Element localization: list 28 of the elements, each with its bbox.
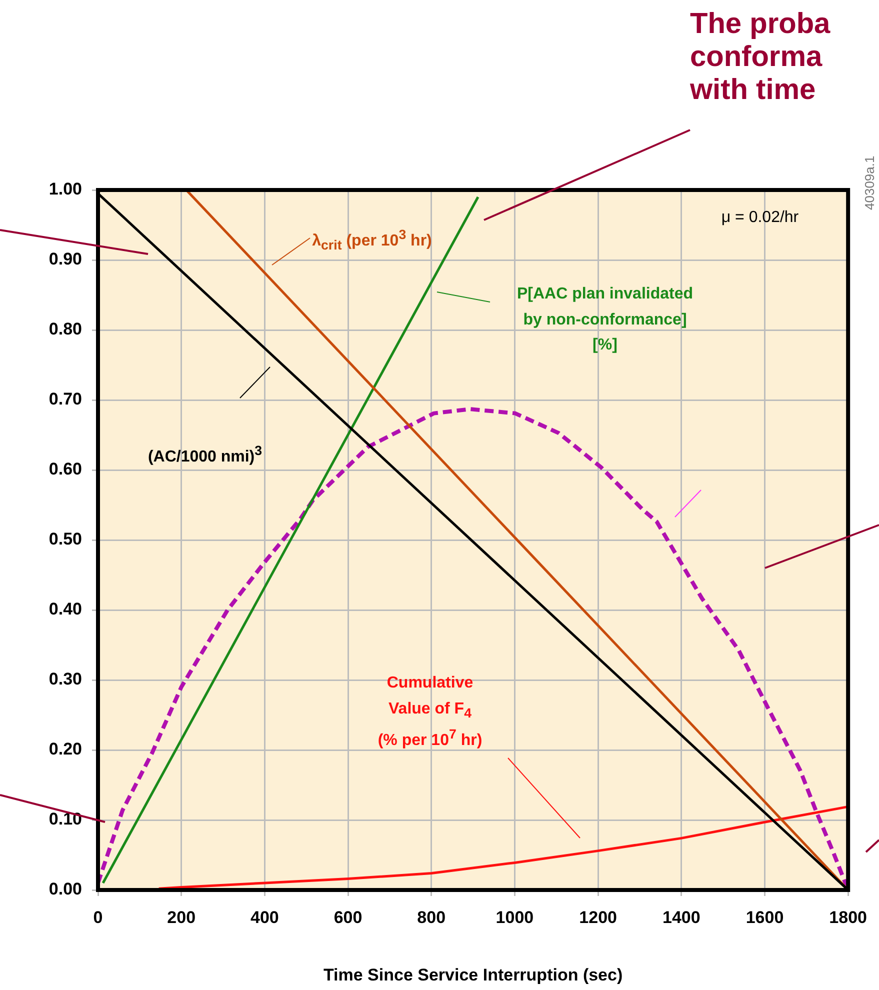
x-tick-label: 1800	[829, 908, 868, 927]
y-tick-label: 0.00	[48, 880, 82, 899]
annotation: P[AAC plan invalidated by non-conformance] [%]	[516, 284, 694, 356]
y-tick-label: 0.30	[48, 670, 82, 689]
y-tick-label: 0.70	[48, 390, 82, 409]
y-tick-label: 0.50	[48, 530, 82, 549]
x-tick-label: 400	[250, 908, 279, 927]
annotation: λ$_{crit}$ (per 10$^{3}$ hr)	[312, 226, 432, 255]
x-axis-title: Time Since Service Interruption (sec)	[323, 965, 623, 984]
x-tick-label: 1200	[579, 908, 617, 927]
y-tick-label: 0.60	[48, 460, 82, 479]
y-tick-label: 0.90	[48, 250, 82, 269]
y-tick-label: 1.00	[48, 180, 82, 199]
x-tick-label: 800	[417, 908, 446, 927]
chart-title: The proba conforma with time	[690, 8, 830, 106]
x-tick-label: 0	[93, 908, 103, 927]
x-tick-label: 1000	[496, 908, 534, 927]
annotation: μ = 0.02/hr	[721, 208, 799, 228]
x-tick-label: 200	[167, 908, 196, 927]
annotation: (AC/1000 nmi)$^{3}$	[148, 442, 262, 468]
y-tick-label: 0.40	[48, 600, 82, 619]
text: Cumulative Value of F$_{4}$ (% per 10$^{7}$ hr)	[378, 674, 482, 749]
text: 40309a.1	[862, 156, 877, 210]
x-tick-label: 600	[334, 908, 362, 927]
y-tick-label: 0.20	[48, 740, 82, 759]
x-tick-label: 1400	[662, 908, 700, 927]
y-tick-label: 0.80	[48, 320, 82, 339]
x-tick-label: 1600	[746, 908, 784, 927]
